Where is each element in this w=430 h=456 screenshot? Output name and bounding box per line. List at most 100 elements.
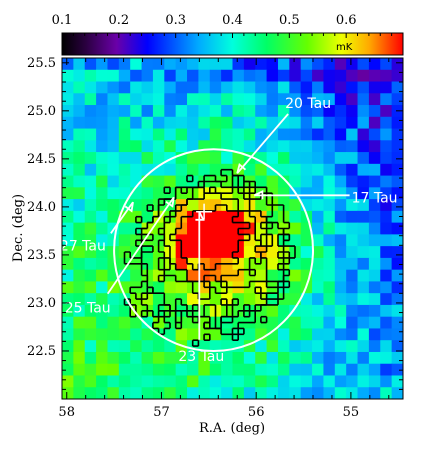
heatmap-cell bbox=[84, 281, 97, 294]
heatmap-cell bbox=[346, 269, 359, 283]
heatmap-cell bbox=[141, 316, 154, 330]
heatmap-cell bbox=[368, 175, 381, 188]
heatmap-cell bbox=[130, 81, 143, 94]
x-tick-label: 56 bbox=[248, 405, 265, 420]
heatmap-cell bbox=[107, 293, 120, 306]
heatmap-cell bbox=[62, 328, 74, 341]
heatmap-cell bbox=[152, 116, 165, 130]
heatmap-cell bbox=[107, 234, 120, 247]
heatmap-cell bbox=[221, 69, 234, 83]
heatmap-cell bbox=[312, 81, 325, 94]
heatmap-cell bbox=[175, 105, 188, 118]
heatmap-cell bbox=[187, 246, 199, 259]
heatmap-cell bbox=[232, 269, 245, 283]
heatmap-cell bbox=[232, 69, 245, 83]
heatmap-cell bbox=[277, 387, 290, 399]
heatmap-cell bbox=[96, 187, 109, 200]
heatmap-cell bbox=[266, 304, 279, 318]
heatmap-cell bbox=[118, 128, 131, 141]
heatmap-cell bbox=[243, 246, 256, 259]
heatmap-cell bbox=[323, 293, 336, 306]
heatmap-cell bbox=[243, 234, 256, 247]
heatmap-cell bbox=[289, 105, 302, 118]
heatmap-cell bbox=[62, 304, 74, 318]
heatmap-cell bbox=[187, 293, 199, 306]
heatmap-cell bbox=[152, 175, 165, 188]
heatmap-cell bbox=[84, 187, 97, 200]
heatmap-cell bbox=[277, 316, 290, 330]
heatmap-cell bbox=[187, 234, 199, 247]
heatmap-cell bbox=[289, 316, 302, 330]
heatmap-cell bbox=[152, 281, 165, 294]
heatmap-cell bbox=[334, 234, 347, 247]
heatmap-cell bbox=[141, 340, 154, 353]
heatmap-cell bbox=[107, 163, 120, 177]
heatmap-cell bbox=[107, 281, 120, 294]
heatmap-cell bbox=[323, 257, 336, 271]
heatmap-cell bbox=[107, 340, 120, 353]
heatmap-cell bbox=[107, 199, 120, 212]
heatmap-cell bbox=[130, 128, 143, 141]
heatmap-cell bbox=[357, 69, 370, 83]
heatmap-cell bbox=[266, 257, 279, 271]
heatmap-cell bbox=[357, 187, 370, 200]
heatmap-cell bbox=[164, 363, 177, 377]
heatmap-cell bbox=[368, 351, 381, 365]
heatmap-cell bbox=[391, 128, 403, 141]
heatmap-cell bbox=[380, 281, 393, 294]
heatmap-cell bbox=[346, 152, 359, 165]
heatmap-cell bbox=[96, 152, 109, 165]
heatmap-cell bbox=[187, 351, 199, 365]
heatmap-cell bbox=[164, 105, 177, 118]
heatmap-cell bbox=[300, 351, 313, 365]
heatmap-cell bbox=[62, 187, 74, 200]
heatmap-cell bbox=[107, 187, 120, 200]
heatmap-cell bbox=[357, 93, 370, 106]
heatmap-cell bbox=[243, 328, 256, 341]
heatmap-cell bbox=[118, 281, 131, 294]
heatmap-cell bbox=[141, 163, 154, 177]
heatmap-cell bbox=[141, 175, 154, 188]
heatmap-cell bbox=[73, 116, 86, 130]
y-tick-label: 24.0 bbox=[27, 200, 56, 215]
heatmap-cell bbox=[130, 269, 143, 283]
heatmap-cell bbox=[277, 93, 290, 106]
heatmap-cell bbox=[175, 257, 188, 271]
heatmap-cell bbox=[141, 328, 154, 341]
heatmap-cell bbox=[84, 351, 97, 365]
heatmap-cell bbox=[334, 81, 347, 94]
heatmap-cell bbox=[266, 116, 279, 130]
heatmap-cell bbox=[152, 210, 165, 224]
heatmap-cell bbox=[130, 363, 143, 377]
heatmap-cell bbox=[380, 328, 393, 341]
heatmap-cell bbox=[187, 128, 199, 141]
heatmap-cell bbox=[391, 163, 403, 177]
heatmap-cell bbox=[130, 105, 143, 118]
heatmap-cell bbox=[391, 246, 403, 259]
heatmap-cell bbox=[221, 351, 234, 365]
heatmap-cell bbox=[187, 328, 199, 341]
heatmap-cell bbox=[141, 351, 154, 365]
heatmap-cell bbox=[255, 351, 268, 365]
colorbar-tick-label: 0.2 bbox=[108, 13, 129, 28]
heatmap-cell bbox=[380, 199, 393, 212]
heatmap-cell bbox=[334, 328, 347, 341]
heatmap-cell bbox=[73, 293, 86, 306]
heatmap-cell bbox=[73, 387, 86, 399]
heatmap-cell bbox=[175, 375, 188, 388]
heatmap-cell bbox=[255, 304, 268, 318]
heatmap-cell bbox=[175, 269, 188, 283]
heatmap-cell bbox=[118, 187, 131, 200]
heatmap-cell bbox=[152, 375, 165, 388]
star-label: 25 Tau bbox=[65, 301, 111, 317]
heatmap-cell bbox=[96, 175, 109, 188]
heatmap-cell bbox=[266, 363, 279, 377]
heatmap-cell bbox=[391, 316, 403, 330]
heatmap-cell bbox=[187, 58, 199, 71]
heatmap-cell bbox=[289, 69, 302, 83]
heatmap-cell bbox=[62, 163, 74, 177]
heatmap-cell bbox=[312, 128, 325, 141]
heatmap-cell bbox=[198, 246, 211, 259]
heatmap-cell bbox=[334, 93, 347, 106]
heatmap-cell bbox=[289, 293, 302, 306]
